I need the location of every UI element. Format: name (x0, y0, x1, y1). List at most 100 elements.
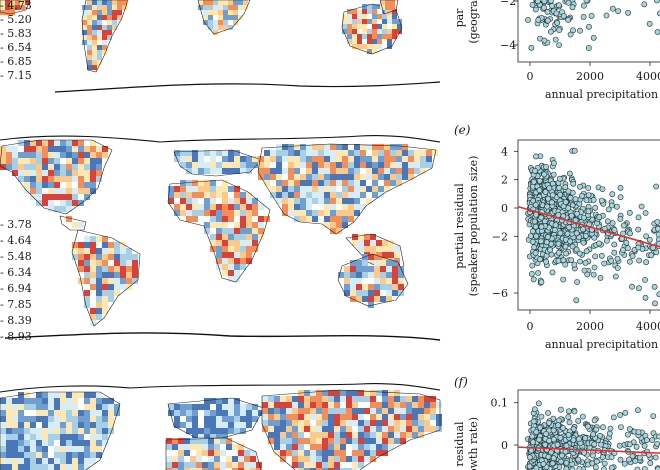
map-middle-cell-australia (368, 296, 374, 302)
map-top-cell-africa (203, 0, 208, 5)
map-bottom-cell-asia (394, 438, 400, 444)
map-middle-cell-north-america (6, 164, 12, 170)
map-top-cell-australia (382, 14, 387, 19)
map-middle-cell-asia (318, 168, 324, 174)
map-bottom-cell-asia (262, 414, 268, 420)
map-middle-cell-north-america (60, 170, 66, 176)
map-middle-cell-south-america (114, 254, 120, 260)
map-middle-cell-north-america (78, 158, 84, 164)
map-middle-cell-asia (324, 210, 330, 216)
map-bottom-cell-asia (370, 390, 376, 396)
map-middle-cell-south-america (102, 284, 108, 290)
map-middle-cell-north-america (24, 152, 30, 158)
map-middle-cell-north-america (60, 164, 66, 170)
scatter-point (550, 436, 557, 443)
map-middle-cell-south-america (84, 236, 90, 242)
scatter-point (530, 276, 537, 283)
map-middle-cell-europe (180, 162, 186, 168)
map-bottom-cell-north-america (66, 464, 72, 470)
map-bottom-cell-asia (328, 444, 334, 450)
map-middle-cell-asia (354, 174, 360, 180)
map-bottom-cell-asia (304, 456, 310, 462)
map-middle-cell-africa (180, 198, 186, 204)
scatter-point (632, 458, 639, 464)
map-top-cell-south-america (92, 20, 97, 25)
scatter-point (533, 153, 539, 160)
map-bottom-cell-europe (174, 422, 180, 428)
map-middle-cell-australia (350, 290, 356, 296)
scatter-point (585, 192, 592, 198)
map-middle-cell-europe (204, 150, 210, 156)
map-middle-cell-asia (354, 162, 360, 168)
scatter-point (559, 452, 565, 459)
map-middle-cell-australia (392, 278, 398, 284)
map-bottom-cell-north-america (54, 452, 60, 458)
map-middle-cell-africa (264, 216, 270, 222)
map-bottom-cell-asia (412, 420, 418, 426)
map-bottom-cell-north-america (6, 422, 12, 428)
map-top-cell-africa (233, 15, 238, 20)
map-middle-cell-indonesia (364, 240, 370, 246)
scatter-point (580, 226, 586, 233)
map-middle-cell-north-america (90, 170, 96, 176)
map-bottom-cell-north-america (96, 392, 102, 398)
map-bottom-cell-north-america (30, 452, 36, 458)
map-bottom-cell-africa (178, 462, 184, 468)
map-middle-cell-asia (324, 216, 330, 222)
map-middle-cell-europe (198, 150, 204, 156)
map-middle-cell-north-america (48, 194, 54, 200)
map-bottom-cell-north-america (90, 440, 96, 446)
scatter-point (538, 223, 545, 230)
map-middle-cell-south-america (84, 242, 90, 248)
map-bottom-cell-asia (280, 414, 286, 420)
map-middle-cell-africa (258, 228, 264, 234)
map-bottom-cell-africa (226, 444, 232, 450)
map-bottom-cell-asia (310, 456, 316, 462)
map-bottom-cell-asia (400, 402, 406, 408)
scatter-point (643, 259, 649, 266)
map-bottom-cell-north-america (30, 404, 36, 410)
map-middle-cell-north-america (84, 188, 90, 194)
map-bottom-cell-asia (262, 402, 268, 408)
map-middle-cell-north-america (48, 176, 54, 182)
map-bottom-cell-north-america (102, 410, 108, 416)
map-bottom-cell-europe (222, 410, 228, 416)
map-middle-cell-africa (216, 222, 222, 228)
map-bottom-cell-europe (222, 428, 228, 434)
map-bottom-cell-north-america (90, 410, 96, 416)
map-middle-cell-south-america (96, 236, 102, 242)
map-bottom-cell-africa (208, 444, 214, 450)
map-bottom-cell-asia (394, 426, 400, 432)
map-middle-cell-asia (372, 168, 378, 174)
map-top-cell-australia (367, 44, 372, 49)
map-bottom-cell-north-america (24, 434, 30, 440)
map-bottom-cell-asia (304, 426, 310, 432)
map-bottom-cell-africa (208, 456, 214, 462)
map-bottom-cell-asia (400, 396, 406, 402)
map-middle-cell-north-america (66, 158, 72, 164)
map-middle-cell-indonesia (388, 240, 394, 246)
map-middle-cell-north-america (12, 152, 18, 158)
map-middle-cell-asia (348, 162, 354, 168)
map-bottom-cell-north-america (108, 422, 114, 428)
scatter-point (546, 185, 553, 191)
map-bottom-cell-asia (388, 420, 394, 426)
map-top-cell-australia (357, 39, 362, 44)
map-middle-cell-africa (252, 228, 258, 234)
map-middle-cell-north-america (84, 170, 90, 176)
scatter-point (598, 197, 605, 204)
map-middle-cell-asia (348, 150, 354, 156)
map-bottom-cell-asia (310, 396, 316, 402)
scatter-point (575, 456, 582, 463)
scatter-point (585, 208, 592, 215)
map-top-cell-south-america (92, 5, 97, 10)
map-middle-cell-asia (276, 174, 282, 180)
map-middle-cell-asia (294, 150, 300, 156)
map-middle-cell-australia (374, 284, 380, 290)
map-top-cell-australia (367, 4, 372, 9)
scatter-point (626, 426, 633, 432)
map-bottom-cell-north-america (6, 458, 12, 464)
scatter-point (551, 227, 558, 233)
map-bottom-cell-north-america (0, 410, 6, 416)
map-middle-cell-south-america (96, 254, 102, 260)
